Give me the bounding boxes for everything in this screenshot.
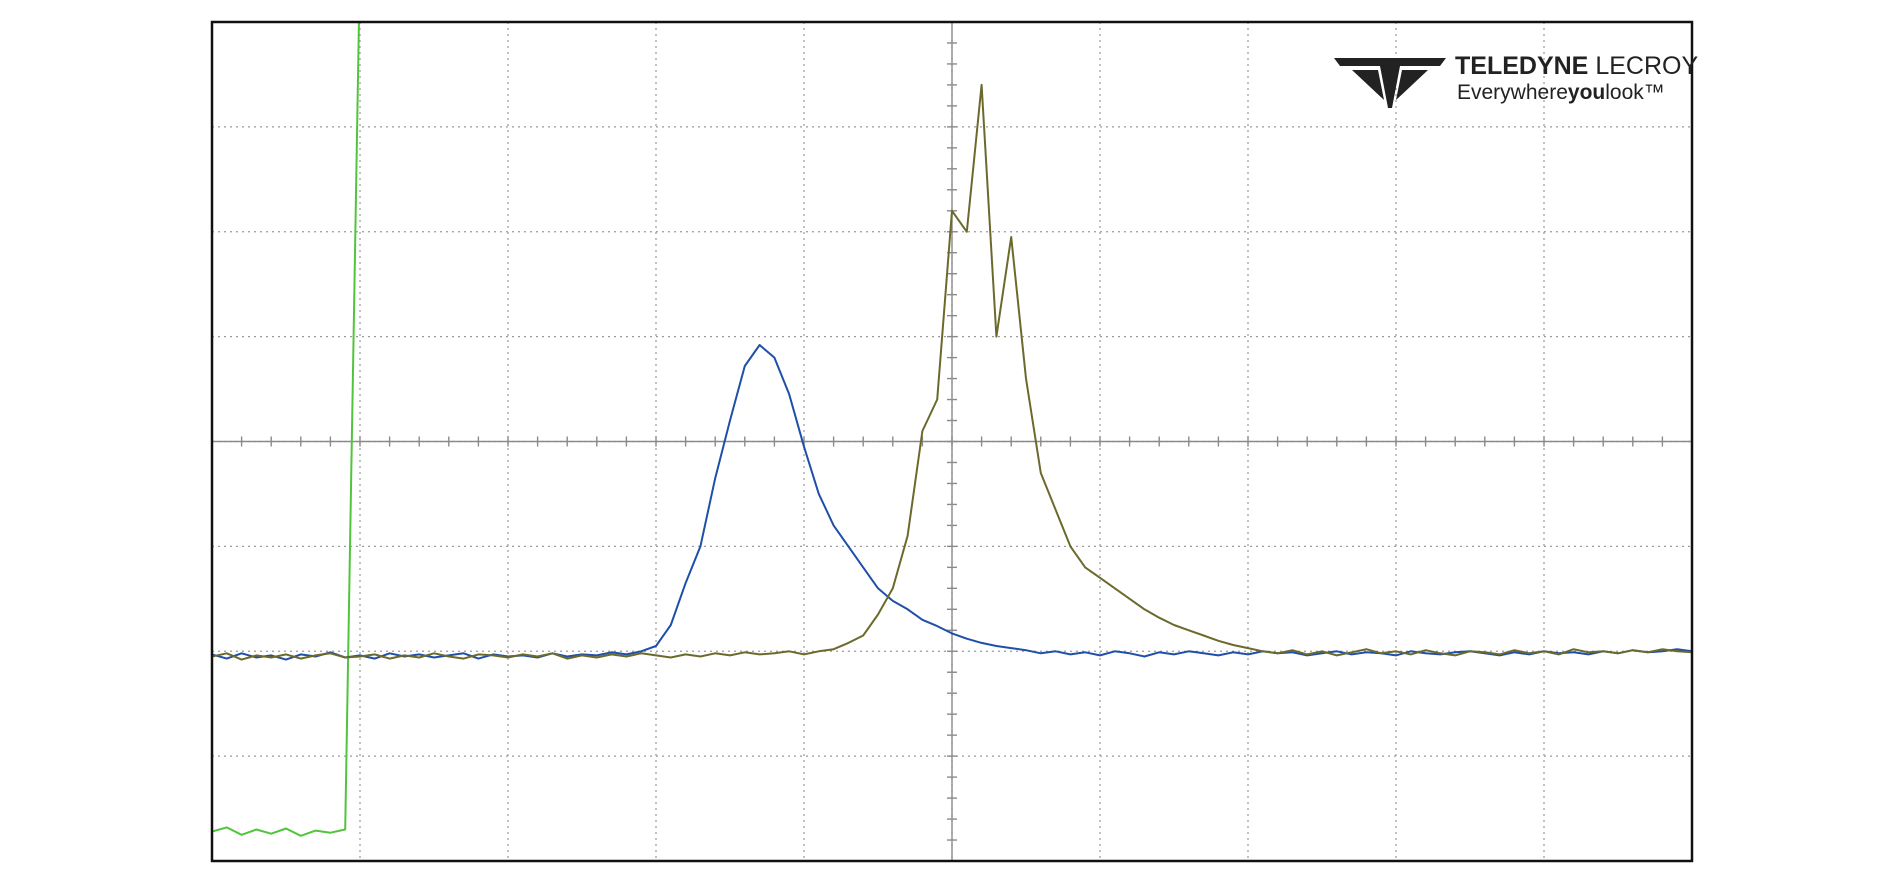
tagline-start: Everywhere — [1457, 81, 1568, 104]
logo-brand: TELEDYNE LECROY — [1455, 52, 1698, 80]
logo-brand-regular: LECROY — [1595, 52, 1698, 80]
logo-icon — [1334, 58, 1446, 108]
tagline-bold: you — [1568, 81, 1605, 104]
plot-border — [210, 20, 1694, 863]
logo-icon — [1352, 70, 1384, 100]
logo-brand-bold: TELEDYNE — [1455, 52, 1588, 80]
tagline-end: look™ — [1605, 81, 1665, 104]
trace — [212, 22, 360, 837]
grid — [212, 22, 1692, 861]
trace — [212, 83, 1692, 661]
traces — [212, 22, 1692, 837]
logo: TELEDYNE LECROY Everywhereyoulook™ — [1334, 52, 1698, 108]
logo-tagline: Everywhereyoulook™ — [1457, 81, 1665, 104]
logo-icon — [1396, 70, 1428, 100]
